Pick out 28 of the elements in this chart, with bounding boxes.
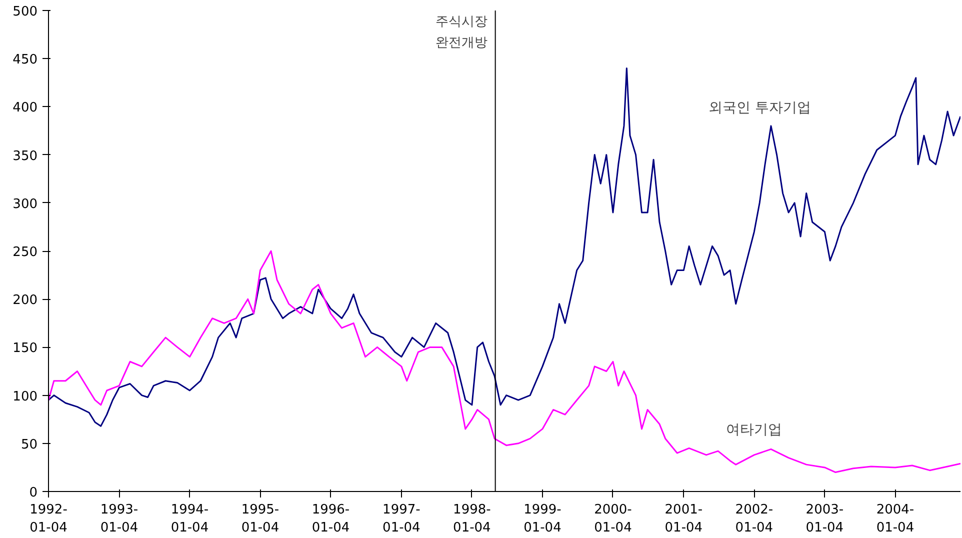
x-tick-label: 2000- 01-04 [594, 502, 632, 536]
x-tick-label: 2002- 01-04 [735, 502, 774, 536]
y-tick-label: 50 [20, 437, 38, 452]
x-tick-label: 2004- 01-04 [876, 502, 914, 536]
y-tick-label: 350 [12, 148, 38, 164]
x-tick-label: 1993- 01-04 [100, 502, 138, 536]
y-tick-label: 400 [12, 100, 38, 116]
x-tick-label: 1996- 01-04 [312, 502, 350, 536]
y-tick-label: 0 [29, 486, 38, 500]
y-tick-label: 100 [12, 389, 38, 404]
y-tick-label: 450 [12, 52, 38, 68]
y-tick-label: 500 [12, 4, 38, 20]
x-tick-label: 1995- 01-04 [241, 502, 280, 536]
x-tick-label: 2001- 01-04 [664, 502, 703, 536]
x-tick-label: 1992- 01-04 [30, 502, 68, 536]
x-tick-label: 1997- 01-04 [382, 502, 421, 536]
series-label: 외국인 투자기업 [708, 100, 811, 116]
y-tick-label: 200 [12, 293, 38, 308]
x-tick-label: 1998- 01-04 [453, 502, 492, 536]
series-label: 여타기업 [726, 422, 782, 438]
x-tick-label: 1994- 01-04 [170, 502, 209, 536]
ref-line-label: 주식시장 완전개방 [435, 14, 488, 50]
line-series [48, 250, 960, 474]
y-tick-label: 300 [12, 196, 38, 212]
y-tick-label: 150 [12, 341, 38, 356]
x-tick-label: 1999- 01-04 [524, 502, 562, 536]
y-tick-label: 250 [12, 245, 38, 260]
x-tick-label: 2003- 01-04 [806, 502, 844, 536]
